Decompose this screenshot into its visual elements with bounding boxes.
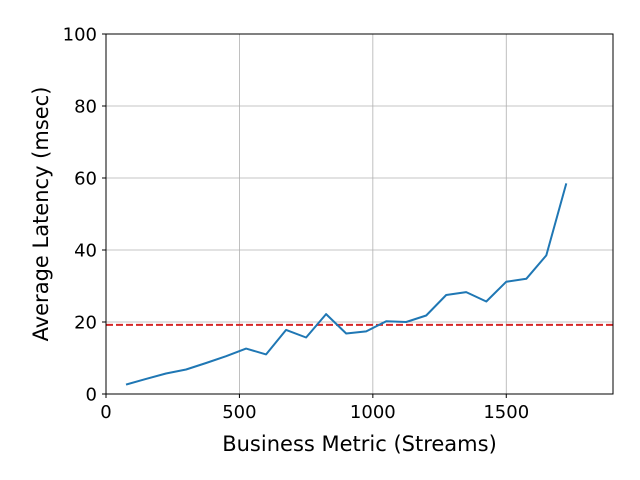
x-axis-title: Business Metric (Streams) (222, 432, 497, 456)
tick-marks (102, 33, 507, 398)
x-tick-label: 1500 (483, 402, 529, 423)
y-axis-title: Average Latency (msec) (29, 87, 53, 342)
x-tick-label: 1000 (350, 402, 396, 423)
x-tick-label: 500 (222, 402, 256, 423)
grid (105, 33, 613, 395)
y-tick-label: 20 (74, 313, 97, 334)
x-tick-labels: 0 500 1000 1500 (100, 402, 529, 423)
series-layer (125, 183, 568, 386)
plot-frame (105, 33, 614, 395)
y-tick-labels: 0 20 40 60 80 100 (63, 25, 97, 406)
x-tick-label: 0 (100, 402, 111, 423)
y-tick-label: 0 (86, 385, 97, 406)
y-tick-label: 100 (63, 25, 97, 46)
y-tick-label: 60 (74, 169, 97, 190)
latency-series-line (125, 183, 568, 386)
y-tick-label: 80 (74, 97, 97, 118)
y-tick-label: 40 (74, 241, 97, 262)
